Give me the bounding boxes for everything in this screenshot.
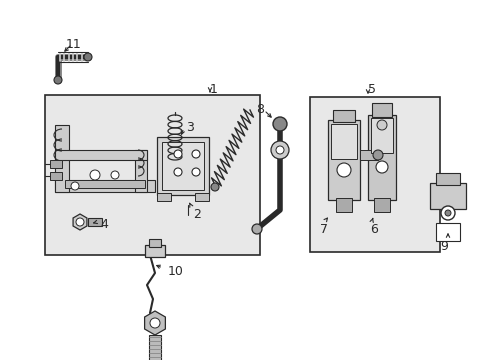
Circle shape (270, 141, 288, 159)
Bar (45, 95, 260, 255)
Bar (359, 150, 377, 160)
Text: 11: 11 (66, 38, 81, 51)
Circle shape (71, 182, 79, 190)
Circle shape (150, 318, 160, 328)
Circle shape (76, 218, 84, 226)
Text: 7: 7 (319, 223, 327, 236)
Bar (135, 150, 147, 192)
Circle shape (372, 150, 382, 160)
Circle shape (440, 206, 454, 220)
Bar (50, 160, 62, 168)
Bar (371, 103, 391, 117)
Text: 10: 10 (168, 265, 183, 278)
Text: 3: 3 (185, 121, 193, 134)
Bar (373, 198, 389, 212)
Circle shape (111, 171, 119, 179)
Bar (195, 193, 208, 201)
Bar (55, 180, 155, 192)
Bar (309, 97, 439, 252)
Circle shape (376, 120, 386, 130)
Bar (335, 198, 351, 212)
Text: 1: 1 (209, 83, 218, 96)
Circle shape (251, 224, 262, 234)
Bar (162, 142, 203, 190)
Bar (149, 239, 161, 247)
Text: 6: 6 (369, 223, 377, 236)
Bar (149, 335, 161, 360)
Circle shape (275, 146, 284, 154)
Polygon shape (73, 214, 87, 230)
Circle shape (272, 117, 286, 131)
Bar (55, 150, 147, 160)
Text: 9: 9 (439, 240, 447, 253)
Circle shape (192, 150, 200, 158)
Bar (330, 124, 356, 159)
Bar (429, 183, 465, 209)
Bar (88, 218, 102, 226)
Bar (157, 193, 171, 201)
Bar (55, 125, 69, 192)
Bar (65, 180, 145, 188)
Bar (145, 245, 164, 257)
Bar (367, 115, 395, 200)
Text: 2: 2 (193, 208, 201, 221)
Circle shape (210, 183, 219, 191)
Bar (157, 137, 208, 195)
Text: 8: 8 (256, 103, 264, 116)
Bar (327, 120, 359, 200)
Circle shape (444, 210, 450, 216)
Bar (332, 110, 354, 122)
Circle shape (192, 168, 200, 176)
Circle shape (336, 163, 350, 177)
Circle shape (174, 168, 182, 176)
Bar (370, 118, 392, 153)
Circle shape (375, 161, 387, 173)
Text: 4: 4 (100, 218, 108, 231)
Circle shape (174, 150, 182, 158)
Text: 5: 5 (367, 83, 375, 96)
Bar (435, 173, 459, 185)
Circle shape (90, 170, 100, 180)
Polygon shape (144, 311, 165, 335)
Circle shape (84, 53, 92, 61)
Circle shape (54, 76, 62, 84)
Bar (435, 223, 459, 241)
Bar (50, 172, 62, 180)
